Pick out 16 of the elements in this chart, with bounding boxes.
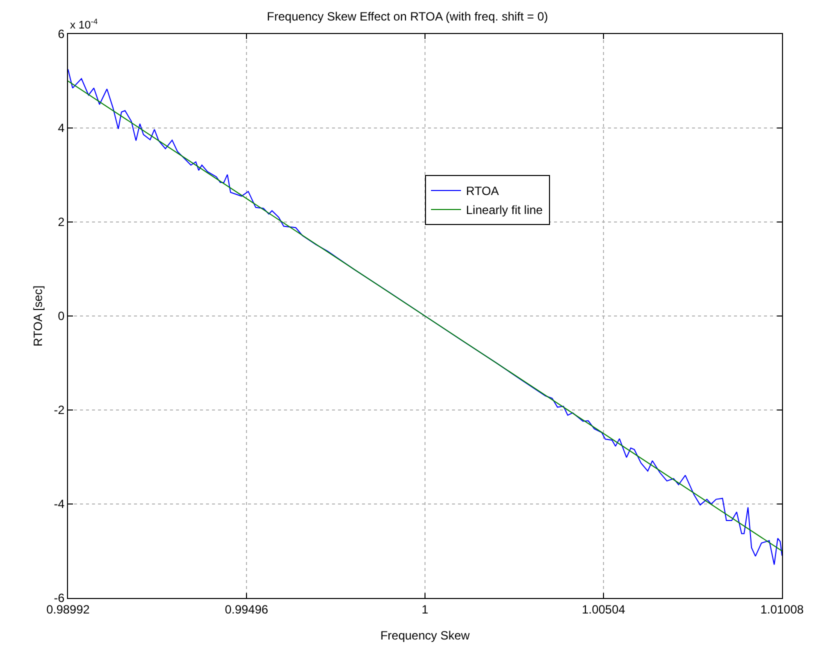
legend-label: RTOA — [466, 184, 499, 198]
x-tick-label: 0.99496 — [224, 602, 269, 616]
chart-title: Frequency Skew Effect on RTOA (with freq. shift = 0) — [266, 9, 548, 24]
x-axis-title: Frequency Skew — [380, 628, 470, 642]
y-axis-title: RTOA [sec] — [31, 286, 46, 346]
text: x 10$^{-4}$ — [70, 17, 98, 32]
x-tick-label: 1.01008 — [760, 602, 804, 616]
legend-label: Linearly fit line — [466, 203, 544, 218]
y-tick-label: -4 — [54, 497, 65, 512]
x-tick-label: 1.00504 — [582, 602, 626, 616]
y-tick-label: 2 — [58, 215, 65, 230]
y-tick-label: 6 — [58, 27, 65, 42]
y-tick-label: 0 — [58, 309, 65, 324]
y-tick-label: -2 — [54, 403, 65, 418]
y-tick-label: 4 — [58, 121, 65, 136]
x-tick-label: 1 — [422, 602, 429, 616]
